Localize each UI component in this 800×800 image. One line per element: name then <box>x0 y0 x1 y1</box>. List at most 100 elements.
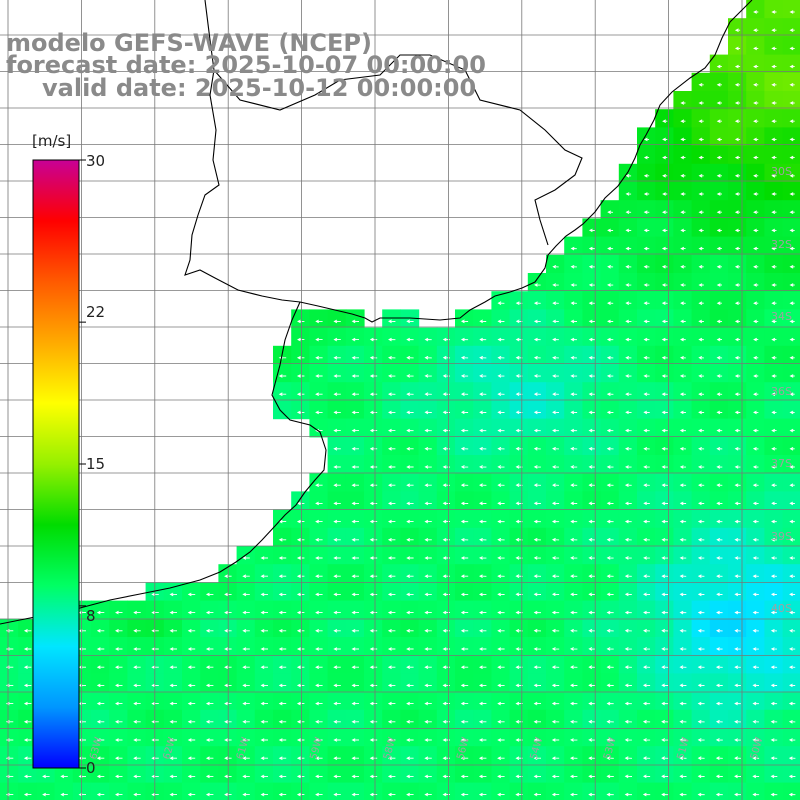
wind-cell <box>436 327 456 347</box>
wind-cell <box>728 382 747 401</box>
wind-cell <box>491 600 511 620</box>
wind-arrow <box>551 756 560 760</box>
wind-arrow <box>533 392 541 396</box>
wind-arrow <box>661 792 669 797</box>
wind-arrow <box>697 610 705 615</box>
wind-cell <box>600 582 620 602</box>
wind-cell <box>491 364 511 383</box>
wind-cell <box>291 709 310 729</box>
wind-cell <box>491 382 511 401</box>
wind-arrow <box>551 519 560 524</box>
wind-arrow <box>570 774 578 779</box>
wind-cell <box>473 618 492 638</box>
wind-arrow <box>643 410 650 415</box>
wind-cell <box>691 291 711 310</box>
wind-cell <box>291 782 310 800</box>
wind-cell <box>782 91 800 110</box>
wind-cell <box>782 127 800 147</box>
wind-arrow <box>716 155 722 160</box>
wind-arrow <box>388 483 396 487</box>
wind-cell <box>455 728 474 747</box>
wind-arrow <box>643 319 650 324</box>
wind-cell <box>382 400 401 420</box>
wind-cell <box>527 691 547 711</box>
wind-arrow <box>497 392 505 396</box>
wind-cell <box>564 618 583 638</box>
wind-arrow <box>424 774 432 779</box>
wind-cell <box>200 691 219 711</box>
wind-arrow <box>752 465 759 469</box>
wind-cell <box>218 582 238 602</box>
wind-cell <box>746 163 765 183</box>
wind-arrow <box>424 392 432 396</box>
wind-cell <box>400 400 420 420</box>
wind-arrow <box>625 355 632 360</box>
wind-arrow <box>369 519 378 524</box>
wind-arrow <box>387 647 396 651</box>
wind-arrow <box>460 701 469 706</box>
wind-cell <box>436 782 456 800</box>
wind-cell <box>764 54 784 74</box>
wind-arrow <box>716 137 722 142</box>
wind-arrow <box>588 628 596 633</box>
wind-arrow <box>643 392 650 396</box>
wind-cell <box>345 764 365 784</box>
wind-arrow <box>606 337 614 342</box>
wind-arrow <box>570 483 578 487</box>
wind-arrow <box>497 701 505 706</box>
wind-arrow <box>333 647 341 651</box>
wind-arrow <box>570 465 578 469</box>
wind-arrow <box>315 319 323 324</box>
wind-cell <box>200 637 219 656</box>
wind-arrow <box>588 556 596 560</box>
wind-arrow <box>479 428 487 433</box>
wind-arrow <box>661 283 668 287</box>
wind-cell <box>527 655 547 674</box>
wind-cell <box>764 455 784 474</box>
wind-arrow <box>771 10 777 14</box>
wind-cell <box>782 218 800 238</box>
wind-cell <box>382 655 401 674</box>
wind-arrow <box>624 537 632 542</box>
wind-arrow <box>753 228 759 233</box>
wind-arrow <box>734 319 741 324</box>
wind-arrow <box>680 192 686 196</box>
wind-cell <box>728 473 747 492</box>
wind-arrow <box>789 174 795 178</box>
wind-cell <box>345 509 365 529</box>
wind-arrow <box>551 537 560 542</box>
wind-cell <box>618 564 638 583</box>
wind-cell <box>709 182 729 201</box>
wind-arrow <box>734 301 741 305</box>
wind-cell <box>746 600 765 620</box>
wind-cell <box>327 764 347 784</box>
wind-arrow <box>771 46 777 51</box>
wind-arrow <box>406 629 414 633</box>
wind-arrow <box>771 228 777 233</box>
wind-cell <box>691 746 711 765</box>
wind-cell <box>418 345 438 365</box>
wind-arrow <box>570 537 578 542</box>
wind-cell <box>273 600 292 620</box>
wind-arrow <box>479 683 487 688</box>
wind-arrow <box>533 428 541 433</box>
wind-cell <box>382 764 401 784</box>
wind-arrow <box>716 537 723 542</box>
wind-arrow <box>715 792 723 797</box>
wind-arrow <box>698 392 705 396</box>
wind-cell <box>546 618 565 638</box>
wind-arrow <box>23 774 32 779</box>
wind-cell <box>436 527 456 547</box>
wind-cell <box>746 546 765 565</box>
wind-cell <box>473 691 492 711</box>
wind-arrow <box>369 428 378 433</box>
wind-arrow <box>570 647 578 651</box>
wind-cell <box>509 637 529 656</box>
wind-arrow <box>151 774 159 779</box>
wind-cell <box>764 618 784 638</box>
wind-cell <box>655 364 674 383</box>
wind-arrow <box>643 355 650 360</box>
wind-cell <box>691 400 711 420</box>
wind-arrow <box>606 374 614 378</box>
wind-arrow <box>296 592 305 597</box>
